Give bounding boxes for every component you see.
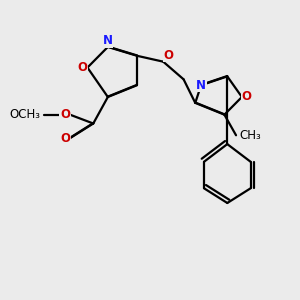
Text: CH₃: CH₃ bbox=[239, 129, 261, 142]
Text: O: O bbox=[77, 61, 88, 74]
Text: O: O bbox=[60, 132, 70, 145]
Text: O: O bbox=[163, 49, 173, 62]
Text: O: O bbox=[242, 91, 252, 103]
Text: N: N bbox=[196, 79, 206, 92]
Text: N: N bbox=[103, 34, 113, 47]
Text: O: O bbox=[60, 108, 70, 121]
Text: OCH₃: OCH₃ bbox=[10, 108, 41, 121]
